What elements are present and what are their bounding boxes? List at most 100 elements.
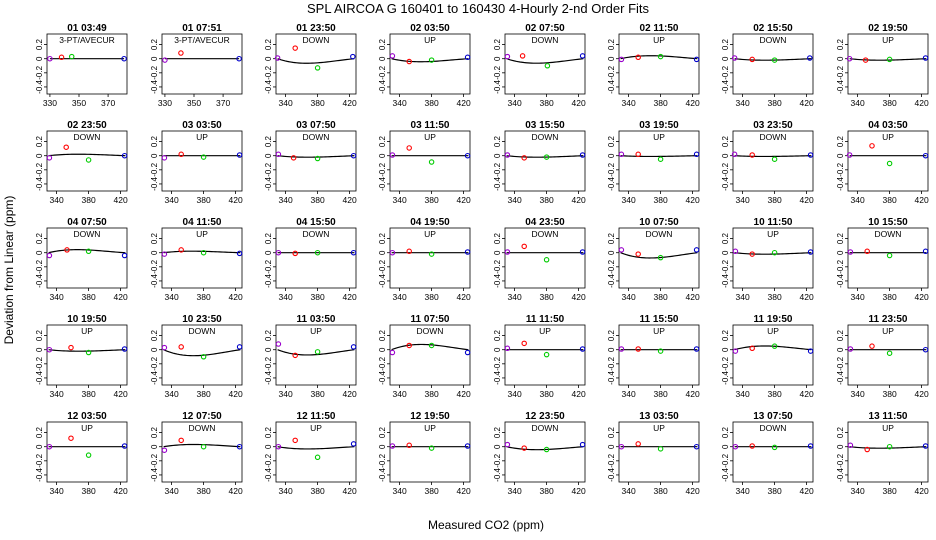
data-point — [314, 65, 321, 71]
panel-frame — [732, 227, 814, 289]
x-tick-label: 340 — [50, 389, 64, 399]
panel-label: UP — [882, 35, 894, 45]
y-tick-label: 0.2 — [35, 232, 44, 244]
panel-label: UP — [653, 326, 665, 336]
y-tick-label: 0 — [721, 444, 730, 449]
panel-frame — [161, 227, 243, 289]
fit-curve — [277, 349, 355, 356]
x-tick-label: 340 — [393, 486, 407, 496]
y-tick-label: -0.4 — [378, 468, 387, 482]
data-point — [846, 152, 853, 158]
x-tick-label: 340 — [736, 292, 750, 302]
data-point — [292, 352, 298, 359]
panel-label: UP — [767, 229, 779, 239]
x-tick-label: 350 — [72, 98, 86, 108]
x-tick-label: 340 — [279, 292, 293, 302]
y-tick-label: 0.2 — [264, 232, 273, 244]
x-tick-label: 340 — [165, 389, 179, 399]
y-tick-label: 0 — [150, 444, 159, 449]
panel-title: 10 23:50 — [182, 314, 222, 325]
panel-label: UP — [653, 35, 665, 45]
x-tick-label: 420 — [572, 195, 586, 205]
data-point — [521, 340, 527, 347]
x-tick-label: 340 — [622, 292, 636, 302]
x-tick-label: 420 — [915, 292, 929, 302]
data-point — [68, 53, 75, 60]
y-tick-label: -0.2 — [721, 162, 730, 176]
y-tick-label: -0.2 — [721, 356, 730, 370]
y-tick-label: 0 — [35, 347, 44, 352]
x-tick-label: 420 — [343, 486, 357, 496]
panel-frame — [275, 227, 357, 289]
y-tick-label: 0.2 — [836, 329, 845, 341]
x-tick-label: 340 — [736, 98, 750, 108]
panel-frame — [847, 130, 929, 192]
panel-frame — [275, 324, 357, 386]
data-point — [886, 350, 893, 356]
y-tick-label: 0 — [35, 153, 44, 158]
x-tick-label: 420 — [457, 389, 471, 399]
x-tick-label: 340 — [279, 195, 293, 205]
panel-label: 3-PT/AVECUR — [174, 35, 230, 45]
y-tick-label: -0.2 — [264, 65, 273, 79]
y-tick-label: -0.2 — [607, 259, 616, 273]
data-point — [46, 155, 53, 161]
data-point — [236, 152, 243, 158]
data-point — [847, 346, 854, 352]
y-tick-label: -0.2 — [493, 453, 502, 467]
y-tick-label: 0 — [150, 250, 159, 255]
data-point — [657, 348, 664, 354]
y-tick-label: -0.2 — [150, 453, 159, 467]
panel-frame — [275, 130, 357, 192]
y-tick-label: 0.2 — [378, 329, 387, 341]
x-tick-label: 340 — [279, 486, 293, 496]
x-tick-label: 420 — [229, 486, 243, 496]
panel-label: DOWN — [532, 229, 559, 239]
panel-title: 02 15:50 — [753, 23, 793, 34]
y-tick-label: -0.4 — [493, 468, 502, 482]
y-tick-label: -0.2 — [721, 453, 730, 467]
x-tick-label: 340 — [165, 292, 179, 302]
data-point — [847, 442, 854, 449]
y-tick-label: -0.4 — [721, 468, 730, 482]
y-tick-label: 0.2 — [150, 135, 159, 147]
panel-title: 04 19:50 — [410, 217, 450, 228]
y-tick-label: 0.2 — [35, 135, 44, 147]
data-point — [657, 446, 664, 452]
y-tick-label: 0.2 — [35, 426, 44, 438]
y-tick-label: -0.2 — [721, 259, 730, 273]
y-tick-label: 0 — [493, 153, 502, 158]
x-tick-label: 340 — [165, 195, 179, 205]
x-tick-label: 340 — [508, 195, 522, 205]
y-tick-label: -0.4 — [607, 468, 616, 482]
y-tick-label: 0.2 — [493, 38, 502, 50]
y-tick-label: -0.2 — [150, 259, 159, 273]
panel: 01 03:493-PT/AVECUR -0.4-0.2 0 0.2 330 350 370 — [35, 23, 128, 108]
data-point — [618, 346, 625, 352]
data-point — [464, 249, 471, 255]
data-point — [807, 348, 814, 354]
panel-label: DOWN — [189, 423, 216, 433]
panel-title: 03 19:50 — [639, 120, 679, 131]
y-tick-label: -0.4 — [836, 274, 845, 288]
y-tick-label: 0 — [150, 153, 159, 158]
x-tick-label: 420 — [800, 292, 814, 302]
y-tick-label: -0.2 — [836, 453, 845, 467]
data-point — [200, 354, 207, 360]
x-tick-label: 340 — [393, 292, 407, 302]
x-tick-label: 340 — [508, 98, 522, 108]
panel-title: 04 03:50 — [868, 120, 908, 131]
panel-frame — [618, 33, 700, 95]
data-point — [46, 443, 53, 450]
x-tick-label: 420 — [114, 195, 128, 205]
y-tick-label: -0.2 — [378, 453, 387, 467]
x-tick-label: 380 — [768, 98, 782, 108]
y-tick-label: -0.4 — [264, 371, 273, 385]
